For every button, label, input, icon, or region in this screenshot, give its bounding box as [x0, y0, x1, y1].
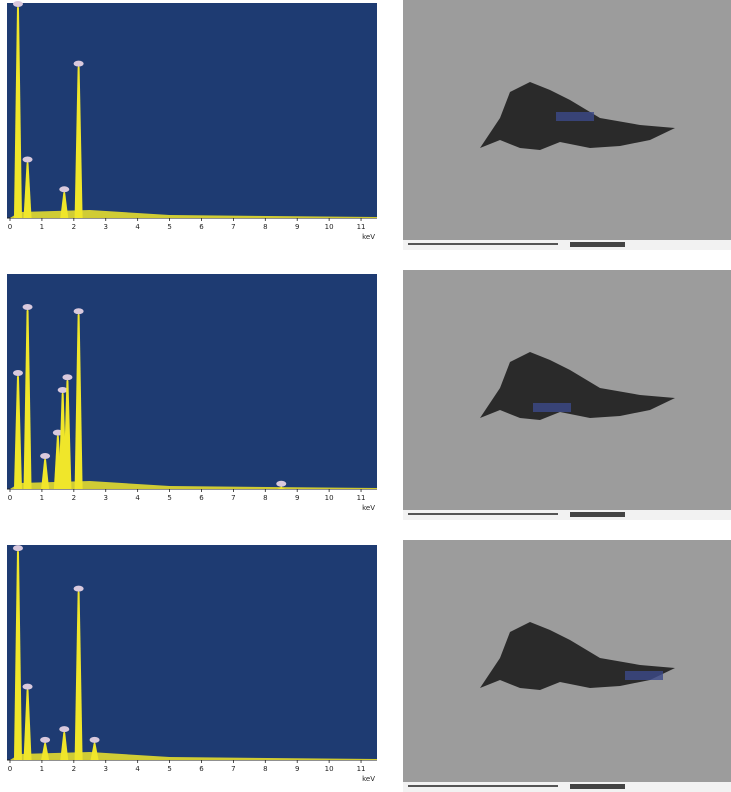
- spectrum-panel: 0 1 2 3 4 5 6 7 8 9 10 11 keV: [7, 274, 377, 512]
- peak-label: [40, 453, 51, 460]
- sem-image: [403, 270, 731, 520]
- x-tick-label: 11: [357, 223, 366, 231]
- x-tick-label: 2: [72, 494, 76, 502]
- peak-label: [73, 308, 84, 315]
- spectrum-peak: [63, 378, 72, 489]
- spectrum-peak: [23, 160, 32, 218]
- x-tick-label: 4: [135, 494, 140, 502]
- spectrum-peak: [13, 373, 22, 489]
- x-tick-label: 3: [104, 765, 108, 773]
- x-tick-label: 10: [325, 765, 334, 773]
- x-tick-label: 2: [72, 765, 76, 773]
- x-tick-label: 11: [357, 494, 366, 502]
- x-tick-label: 10: [325, 494, 334, 502]
- x-tick-label: 5: [167, 494, 171, 502]
- x-tick-label: 7: [231, 494, 235, 502]
- peak-label: [276, 480, 287, 487]
- peak-label: [62, 374, 73, 381]
- x-tick-label: 5: [167, 223, 171, 231]
- peak-label: [59, 726, 70, 733]
- x-tick-label: 1: [40, 223, 44, 231]
- x-tick-label: 8: [263, 223, 267, 231]
- peak-label: [12, 545, 23, 552]
- x-tick-label: 4: [135, 223, 140, 231]
- spectrum-panel: 0 1 2 3 4 5 6 7 8 9 10 11 keV: [7, 545, 377, 783]
- peak-label: [59, 186, 70, 193]
- continuum: [10, 752, 377, 760]
- x-tick-label: 9: [295, 765, 299, 773]
- sem-image: [403, 0, 731, 250]
- peak-label: [52, 429, 63, 436]
- spectrum-peak: [277, 484, 286, 489]
- x-tick-label: 8: [263, 765, 267, 773]
- x-axis-label: keV: [362, 233, 375, 241]
- spectrum-peak: [74, 589, 83, 760]
- x-tick-label: 2: [72, 223, 76, 231]
- x-tick-label: 6: [199, 494, 204, 502]
- x-axis-label: keV: [362, 504, 375, 512]
- spectrum-peak: [41, 740, 50, 760]
- x-tick-label: 1: [40, 494, 44, 502]
- peak-label: [73, 60, 84, 67]
- x-tick-label: 0: [8, 494, 12, 502]
- spectrum-peak: [74, 312, 83, 489]
- spectrum-peak: [23, 307, 32, 489]
- x-tick-label: 6: [199, 765, 204, 773]
- x-tick-label: 8: [263, 494, 267, 502]
- spectrum-peak: [13, 549, 22, 760]
- x-tick-label: 3: [104, 223, 108, 231]
- peak-label: [22, 303, 33, 310]
- x-tick-label: 1: [40, 765, 44, 773]
- peak-label: [89, 736, 100, 743]
- peak-label: [22, 683, 33, 690]
- continuum: [10, 210, 377, 218]
- spectrum-peak: [90, 740, 99, 760]
- x-tick-label: 10: [325, 223, 334, 231]
- x-tick-label: 11: [357, 765, 366, 773]
- spectrum-peak: [74, 64, 83, 218]
- x-axis-label: keV: [362, 775, 375, 783]
- spectrum-peak: [60, 730, 69, 760]
- continuum: [10, 481, 377, 489]
- x-tick-label: 7: [231, 223, 235, 231]
- x-tick-label: 3: [104, 494, 108, 502]
- x-tick-label: 0: [8, 223, 12, 231]
- x-tick-label: 7: [231, 765, 235, 773]
- x-tick-label: 9: [295, 494, 299, 502]
- spectrum-peak: [41, 457, 50, 489]
- peak-label: [73, 585, 84, 592]
- x-tick-label: 6: [199, 223, 204, 231]
- plot-background: [7, 3, 377, 218]
- x-tick-label: 5: [167, 765, 171, 773]
- x-tick-label: 4: [135, 765, 140, 773]
- sem-image: [403, 540, 731, 792]
- x-tick-label: 9: [295, 223, 299, 231]
- x-tick-label: 0: [8, 765, 12, 773]
- peak-label: [40, 736, 51, 743]
- spectrum-panel: 0 1 2 3 4 5 6 7 8 9 10 11 keV: [7, 1, 377, 241]
- sem-images: [403, 0, 731, 792]
- plot-background: [7, 545, 377, 760]
- peak-label: [57, 387, 68, 394]
- peak-label: [12, 1, 23, 7]
- spectrum-peak: [23, 687, 32, 760]
- peak-label: [22, 156, 33, 163]
- spectrum-peak: [13, 5, 22, 218]
- spectrum-peak: [60, 190, 69, 218]
- peak-label: [12, 369, 23, 376]
